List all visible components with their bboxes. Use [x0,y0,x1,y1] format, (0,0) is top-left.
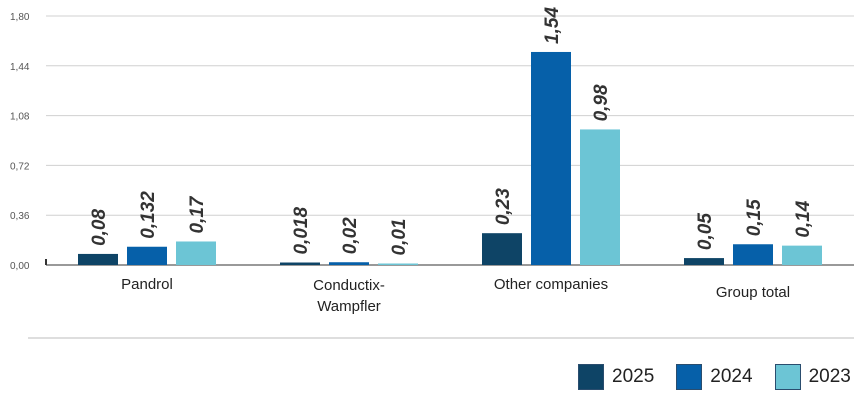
bar-2024 [127,246,167,265]
legend-item-2023: 2023 [774,364,851,390]
data-label: 0,15 [744,199,765,236]
data-label: 0,98 [591,84,612,121]
data-label: 0,018 [291,207,312,255]
bar-2025 [280,262,320,265]
legend-swatch-2024 [676,364,703,390]
legend-item-2024: 2024 [676,364,753,390]
legend: 2025 2024 2023 [578,364,851,390]
data-label: 0,01 [389,219,410,256]
y-tick-label: 0,00 [10,261,30,272]
data-label: 0,14 [793,200,814,237]
legend-label-2023: 2023 [808,366,851,387]
bar-2024 [329,262,369,265]
data-label: 0,23 [493,188,514,225]
category-label: Conductix-Wampfler [313,277,385,315]
y-tick-label: 0,72 [10,161,30,172]
legend-label-2024: 2024 [710,366,753,387]
y-tick-label: 1,08 [10,112,30,123]
axis-marker [45,259,47,265]
bar-2024 [531,51,571,265]
y-tick-label: 1,44 [10,62,30,73]
bar-2023 [176,241,216,265]
data-label: 0,17 [187,195,208,233]
bars [78,51,822,265]
y-tick-label: 0,36 [10,211,30,222]
category-labels: Pandrol Conductix-Wampfler Other companies… [121,276,790,315]
bar-2023 [378,263,418,265]
legend-swatch-2023 [774,364,801,390]
bar-2023 [580,129,620,265]
gridlines [45,15,854,266]
legend-swatch-2025 [578,364,604,390]
y-tick-label: 1,80 [10,12,30,23]
bar-2025 [78,253,118,265]
data-label: 0,05 [695,213,716,250]
y-axis-ticks: 0,00 0,36 0,72 1,08 1,44 1,80 [10,12,30,272]
bar-2023 [782,245,822,265]
category-label: Group total [716,284,790,301]
legend-label-2025: 2025 [612,366,655,387]
category-label: Other companies [494,276,608,293]
data-label: 0,132 [138,191,159,239]
bar-2024 [733,244,773,265]
bar-2025 [684,258,724,265]
category-label: Pandrol [121,276,173,293]
data-label: 0,02 [340,217,361,254]
bar-2025 [482,233,522,265]
data-label: 1,54 [542,7,563,44]
data-label: 0,08 [89,209,110,246]
legend-item-2025: 2025 [578,364,654,390]
data-labels: 0,08 0,132 0,17 0,018 0,02 0,01 0,23 1,54 0,98 0,… [89,7,814,256]
